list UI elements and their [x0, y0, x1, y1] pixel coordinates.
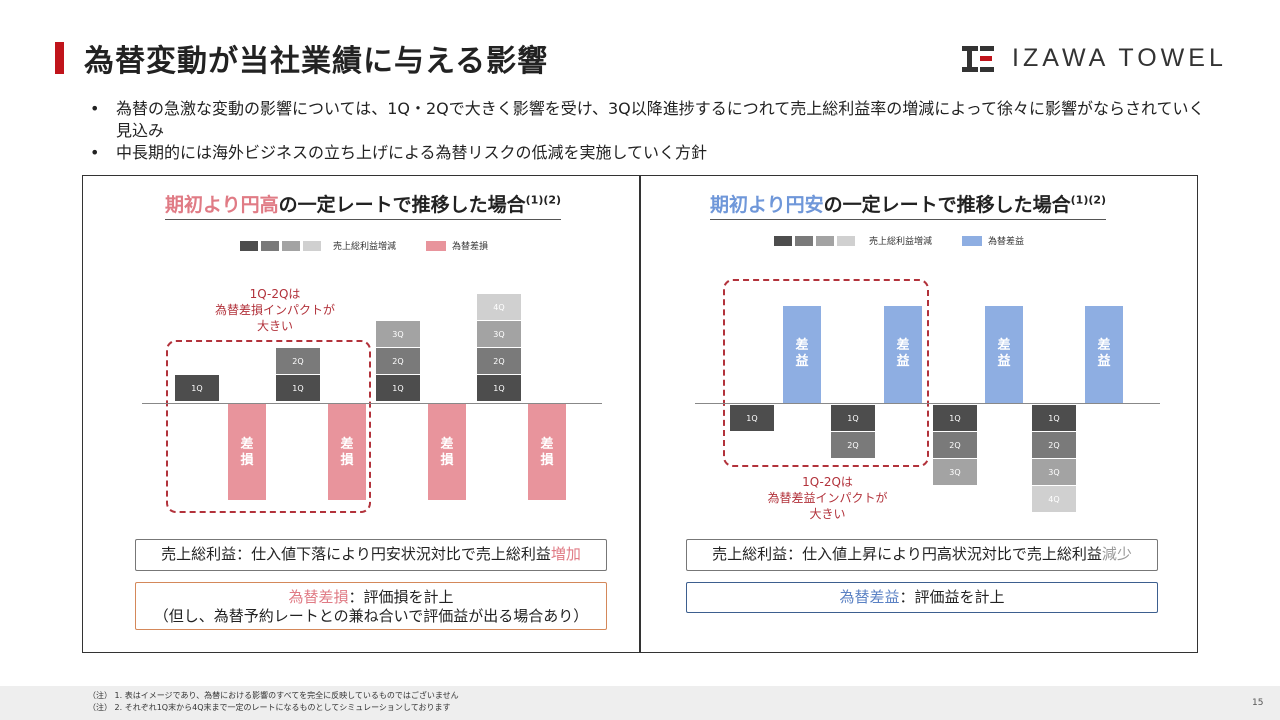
right-stack-q4-seg: 2Q [1032, 432, 1076, 458]
left-panel-title: 期初より円高の一定レートで推移した場合(1)(2) [165, 190, 562, 220]
panel-divider [639, 176, 641, 652]
legend-swatch-3q [282, 240, 300, 251]
legend-swatch-2q [261, 240, 279, 251]
right-stack-q3-seg: 1Q [933, 405, 977, 431]
right-annotation: 1Q-2Qは 為替差益インパクトが 大きい [740, 474, 915, 522]
right-stack-q4-seg: 4Q [1032, 486, 1076, 512]
right-fx-gain-bar-label: 差益 [896, 338, 910, 369]
legend-fx-label: 為替差損 [452, 242, 489, 252]
right-fx-gain-bar-label: 差益 [795, 338, 809, 369]
left-stack-q4-seg: 4Q [477, 294, 521, 320]
bullet-item: 為替の急激な変動の影響については、1Q・2Qで大きく影響を受け、3Q以降進捗する… [90, 98, 1210, 142]
right-box2-highlight: 為替差益 [839, 588, 900, 606]
left-stack-q2-seg: 1Q [276, 375, 320, 401]
left-box2-rest: ：評価損を計上 [348, 588, 454, 606]
right-gross-profit-box: 売上総利益：仕入値上昇により円高状況対比で売上総利益減少 [686, 539, 1158, 571]
right-stack-q4-seg: 3Q [1032, 459, 1076, 485]
right-box1-tail: 減少 [1101, 545, 1132, 563]
right-fx-gain-bar [783, 306, 821, 403]
right-fx-gain-bar [884, 306, 922, 403]
title-accent-bar [55, 42, 64, 74]
right-title-rest: の一定レートで推移した場合 [823, 194, 1071, 216]
legend-gross-label: 売上総利益増減 [333, 242, 397, 252]
left-stack-q3-seg: 2Q [376, 348, 420, 374]
right-stack-q2-seg: 1Q [831, 405, 875, 431]
left-stack-q4-seg: 1Q [477, 375, 521, 401]
left-stack-q1-seg: 1Q [175, 375, 219, 401]
legend-swatch-3q [816, 235, 834, 246]
legend-swatch-1q [774, 235, 792, 246]
left-fx-loss-bar [228, 404, 266, 500]
right-box2-rest: ：評価益を計上 [899, 588, 1005, 606]
summary-bullets: 為替の急激な変動の影響については、1Q・2Qで大きく影響を受け、3Q以降進捗する… [90, 98, 1210, 164]
company-logo-text: IZAWA TOWEL [1012, 44, 1227, 72]
legend-swatch-4q [837, 235, 855, 246]
left-box2-highlight: 為替差損 [288, 588, 349, 606]
left-title-sup: (1)(2) [525, 193, 562, 207]
legend-swatch-2q [795, 235, 813, 246]
left-box1-tail: 増加 [550, 545, 581, 563]
right-stack-q4-seg: 1Q [1032, 405, 1076, 431]
left-legend: 売上総利益増減 為替差損 [240, 239, 488, 252]
left-stack-q4-seg: 3Q [477, 321, 521, 347]
left-annotation-line: 為替差損インパクトが [214, 303, 335, 317]
legend-swatch-1q [240, 240, 258, 251]
page-number: 15 [1252, 698, 1264, 708]
left-annotation-line: 1Q-2Qは [249, 287, 301, 301]
right-stack-q3-seg: 3Q [933, 459, 977, 485]
left-fx-loss-bar-label: 差損 [440, 437, 454, 468]
legend-swatch-fx [426, 240, 447, 251]
right-fx-gain-bar-label: 差益 [997, 338, 1011, 369]
legend-fx-label: 為替差益 [988, 237, 1025, 247]
left-gross-profit-box: 売上総利益：仕入値下落により円安状況対比で売上総利益増加 [135, 539, 607, 571]
page-title: 為替変動が当社業績に与える影響 [84, 44, 549, 79]
left-annotation-line: 大きい [256, 319, 293, 333]
footnote: （注） 1. 表はイメージであり、為替における影響のすべてを完全に反映しているも… [88, 691, 459, 700]
right-title-sup: (1)(2) [1070, 193, 1107, 207]
left-box2-line2: （但し、為替予約レートとの兼ね合いで評価益が出る場合あり） [153, 607, 589, 625]
left-fx-loss-bar [428, 404, 466, 500]
right-fx-gain-bar [985, 306, 1023, 403]
bullet-item: 中長期的には海外ビジネスの立ち上げによる為替リスクの低減を実施していく方針 [90, 142, 1210, 164]
left-stack-q3-seg: 3Q [376, 321, 420, 347]
right-zero-axis [695, 403, 1160, 404]
left-fx-loss-bar [528, 404, 566, 500]
left-fx-loss-bar-label: 差損 [540, 437, 554, 468]
legend-swatch-fx [962, 235, 983, 246]
right-fx-gain-bar [1085, 306, 1123, 403]
right-highlight-region [723, 279, 929, 467]
comparison-frame [82, 175, 1198, 653]
right-stack-q1-seg: 1Q [730, 405, 774, 431]
left-highlight-region [166, 340, 371, 513]
footnote: （注） 2. それぞれ1Q末から4Q末まで一定のレートになるものとしてシミュレー… [88, 703, 451, 712]
right-annotation-line: 大きい [809, 507, 846, 521]
legend-swatch-4q [303, 240, 321, 251]
right-stack-q3-seg: 2Q [933, 432, 977, 458]
right-panel-title: 期初より円安の一定レートで推移した場合(1)(2) [710, 190, 1107, 220]
legend-gross-label: 売上総利益増減 [869, 237, 933, 247]
left-stack-q2-seg: 2Q [276, 348, 320, 374]
right-title-highlight: 期初より円安 [710, 194, 824, 216]
right-annotation-line: 為替差益インパクトが [767, 491, 888, 505]
left-fx-loss-bar-label: 差損 [340, 437, 354, 468]
right-annotation-line: 1Q-2Qは [802, 475, 853, 489]
left-title-highlight: 期初より円高 [165, 194, 279, 216]
left-zero-axis [142, 403, 602, 404]
left-fx-loss-bar-label: 差損 [240, 437, 254, 468]
right-box1-text: 売上総利益：仕入値上昇により円高状況対比で売上総利益 [712, 545, 1102, 563]
right-legend: 売上総利益増減 為替差益 [774, 234, 1024, 247]
footer-bar [0, 686, 1280, 720]
footnotes: （注） 1. 表はイメージであり、為替における影響のすべてを完全に反映しているも… [88, 690, 459, 714]
company-logo-icon [962, 46, 994, 72]
right-fx-box: 為替差益：評価益を計上 [686, 582, 1158, 613]
left-fx-loss-bar [328, 404, 366, 500]
left-stack-q3-seg: 1Q [376, 375, 420, 401]
right-fx-gain-bar-label: 差益 [1097, 338, 1111, 369]
left-box1-text: 売上総利益：仕入値下落により円安状況対比で売上総利益 [161, 545, 551, 563]
left-annotation: 1Q-2Qは 為替差損インパクトが 大きい [200, 286, 350, 334]
left-title-rest: の一定レートで推移した場合 [278, 194, 526, 216]
left-stack-q4-seg: 2Q [477, 348, 521, 374]
right-stack-q2-seg: 2Q [831, 432, 875, 458]
left-fx-box: 為替差損：評価損を計上 （但し、為替予約レートとの兼ね合いで評価益が出る場合あり… [135, 582, 607, 630]
